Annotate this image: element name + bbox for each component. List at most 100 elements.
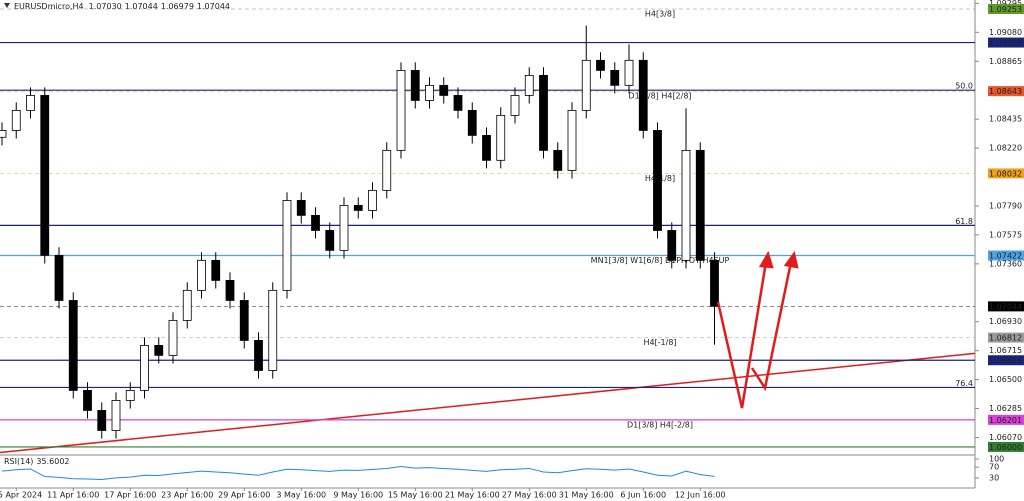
- y-tick-label: 1.09295: [989, 0, 1022, 8]
- x-tick-label: 17 Apr 16:00: [104, 491, 156, 500]
- level-text: H4[3/8]: [645, 10, 675, 19]
- price-box-label: 1.06000: [989, 443, 1022, 452]
- price-box-label: 1.09253: [989, 5, 1022, 14]
- candle-body: [254, 340, 263, 371]
- price-box-label: 1.07044: [989, 302, 1022, 311]
- candle-body: [311, 214, 320, 231]
- y-tick-label: 1.06500: [989, 375, 1022, 384]
- price-box: [988, 301, 1024, 312]
- rsi-tick-label: 30: [989, 473, 999, 482]
- fib-label: 61.8: [955, 217, 973, 226]
- candle-body: [467, 109, 477, 136]
- price-box-label: 1.06201: [989, 416, 1022, 425]
- x-tick-label: 6 Jun 16:00: [620, 491, 666, 500]
- candle-body: [439, 84, 449, 96]
- rsi-tick-label: 100: [989, 455, 1004, 464]
- price-box: [988, 441, 1024, 452]
- candle-body: [567, 109, 577, 171]
- candle-body: [197, 259, 206, 291]
- candle-body: [667, 230, 677, 261]
- candle-body: [638, 59, 648, 131]
- menu-icon: [4, 3, 10, 8]
- ohlc: 1.07044: [125, 2, 158, 11]
- forecast-arrow: [716, 250, 799, 409]
- candle-body: [496, 114, 506, 161]
- candle-body: [296, 200, 306, 216]
- candle-body: [695, 149, 705, 261]
- price-box-label: 1.07422: [989, 252, 1022, 261]
- price-box-label: 1.08643: [989, 87, 1022, 96]
- x-tick-label: 27 May 16:00: [502, 491, 557, 500]
- x-tick-label: 12 Jun 16:00: [675, 491, 726, 500]
- candle-body: [482, 135, 491, 161]
- candle-body: [510, 95, 520, 116]
- x-tick-label: 11 Apr 16:00: [47, 491, 99, 500]
- x-tick-label: 23 Apr 16:00: [161, 491, 213, 500]
- y-tick-label: 1.06070: [989, 433, 1022, 442]
- candle-body: [368, 189, 377, 211]
- candle-body: [54, 254, 64, 301]
- symbol: EURUSDmicro,H4: [14, 2, 84, 11]
- level-text: D1[5/8] H4[2/8]: [628, 92, 691, 101]
- x-tick-label: 31 May 16:00: [559, 491, 614, 500]
- price-box: [988, 355, 1024, 366]
- candle-body: [382, 149, 392, 191]
- candle-body: [268, 289, 278, 371]
- price-box-label: 1.08032: [989, 169, 1022, 178]
- y-tick-label: 1.07575: [989, 230, 1022, 239]
- candle-body: [225, 280, 235, 301]
- candle-body: [26, 95, 35, 111]
- candle-body: [325, 230, 335, 251]
- arrow-path: [750, 261, 793, 392]
- fib-label: 76.4: [955, 379, 973, 388]
- candle-body: [553, 149, 563, 171]
- x-tick-label: 15 May 16:00: [388, 491, 443, 500]
- candle-body: [425, 84, 434, 101]
- candle-body: [11, 109, 21, 131]
- ohlc: 1.06979: [161, 2, 194, 11]
- price-box: [988, 332, 1024, 343]
- candle-body: [410, 70, 420, 101]
- candle-body: [0, 130, 7, 138]
- x-tick-label: 5 Apr 2024: [0, 491, 42, 500]
- arrowhead: [758, 250, 774, 269]
- candle-body: [353, 205, 363, 211]
- candle-body: [681, 149, 691, 261]
- trend-line: [0, 352, 976, 454]
- y-tick-label: 1.06285: [989, 404, 1022, 413]
- rsi-name: RSI(14): [4, 457, 33, 466]
- candle-body: [111, 400, 121, 431]
- candle-body: [182, 289, 192, 321]
- candle-body: [339, 205, 349, 251]
- y-tick-label: 1.06715: [989, 346, 1022, 355]
- level-text: D1[3/8] H4[-2/8]: [627, 420, 693, 429]
- candle-body: [524, 74, 534, 96]
- candle-body: [539, 74, 548, 151]
- y-tick-label: 1.07360: [989, 259, 1022, 268]
- price-box: [988, 4, 1024, 15]
- arrow-path: [716, 261, 768, 409]
- y-tick-label: 1.06930: [989, 317, 1022, 326]
- level-text: H4[-1/8]: [643, 338, 676, 347]
- x-tick-label: 29 Apr 16:00: [218, 491, 270, 500]
- candle-body: [239, 300, 249, 341]
- rsi-label: RSI(14) 35.6002: [4, 457, 70, 466]
- candle-body: [83, 389, 92, 411]
- price-box-label: 1.06644: [989, 356, 1022, 365]
- candle-body: [396, 70, 406, 151]
- candle-body: [68, 300, 78, 391]
- candle-body: [154, 345, 164, 356]
- candle-body: [168, 319, 178, 356]
- price-box: [988, 86, 1024, 97]
- x-tick-label: 9 May 16:00: [333, 491, 383, 500]
- candle-body: [125, 389, 135, 401]
- x-tick-label: 3 May 16:00: [276, 491, 326, 500]
- fib-label: 50.0: [955, 82, 973, 91]
- y-tick-label: 1.07790: [989, 201, 1022, 210]
- candle-body: [581, 59, 591, 111]
- y-tick-label: 1.08220: [989, 144, 1022, 153]
- x-tick-label: 21 May 16:00: [445, 491, 500, 500]
- y-tick-label: 1.08865: [989, 57, 1022, 66]
- y-tick-label: 1.08435: [989, 115, 1022, 124]
- candle-body: [624, 59, 634, 86]
